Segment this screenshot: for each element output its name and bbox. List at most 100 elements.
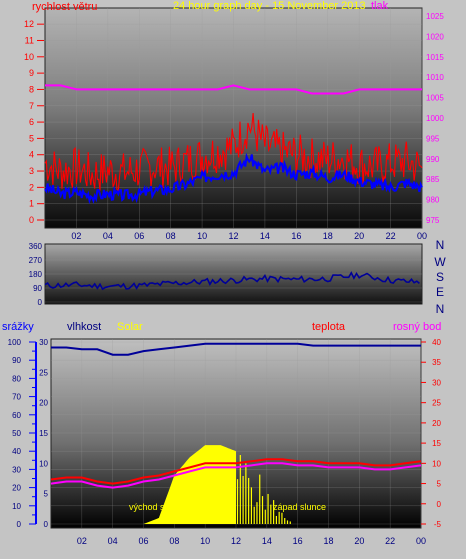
direction-tick-label: 360 bbox=[29, 242, 43, 251]
wind-x-tick-label: 10 bbox=[197, 231, 207, 241]
temperature-tick-label: 10 bbox=[432, 459, 441, 468]
wind-x-tick-label: 04 bbox=[103, 231, 113, 241]
temperature-x-tick-label: 14 bbox=[262, 536, 272, 546]
pressure-tick-label: 980 bbox=[426, 196, 440, 205]
rain-axis-title: srážky bbox=[2, 321, 34, 333]
wind-tick-label: 12 bbox=[24, 19, 34, 29]
graph-title: 24 hour graph day - 15 November 2013 bbox=[173, 0, 366, 12]
wind-direction-line bbox=[44, 271, 420, 291]
axis-ticks: 0123456789101112975980985990995100010051… bbox=[8, 12, 445, 546]
wind-tick-label: 3 bbox=[29, 166, 34, 176]
wind-x-tick-label: 00 bbox=[417, 231, 427, 241]
temperature-tick-label: 40 bbox=[432, 338, 441, 347]
wind-average-line bbox=[44, 152, 423, 205]
temperature-x-tick-label: 20 bbox=[354, 536, 364, 546]
pressure-tick-label: 975 bbox=[426, 216, 440, 225]
wind-x-tick-label: 20 bbox=[354, 231, 364, 241]
pressure-tick-label: 1005 bbox=[426, 94, 444, 103]
temperature-tick-label: 30 bbox=[432, 378, 441, 387]
temperature-tick-label: 25 bbox=[432, 399, 441, 408]
direction-tick-label: 90 bbox=[33, 284, 42, 293]
wind-tick-label: 4 bbox=[29, 150, 34, 160]
direction-tick-label: 270 bbox=[29, 256, 43, 265]
wind-tick-label: 6 bbox=[29, 117, 34, 127]
pressure-tick-label: 985 bbox=[426, 175, 440, 184]
temperature-tick-label: 5 bbox=[437, 480, 442, 489]
dewpoint-axis-title: rosný bod bbox=[393, 321, 441, 333]
temperature-tick-label: 15 bbox=[432, 439, 441, 448]
humidity-tick-label: 90 bbox=[12, 356, 21, 365]
humidity-tick-label: 40 bbox=[12, 447, 21, 456]
temperature-tick-label: 35 bbox=[432, 358, 441, 367]
wind-tick-label: 9 bbox=[29, 68, 34, 78]
wind-tick-label: 2 bbox=[29, 182, 34, 192]
temperature-x-tick-label: 16 bbox=[293, 536, 303, 546]
pressure-tick-label: 995 bbox=[426, 134, 440, 143]
wind-x-tick-label: 18 bbox=[323, 231, 333, 241]
pressure-tick-label: 1000 bbox=[426, 114, 444, 123]
humidity-tick-label: 100 bbox=[8, 338, 22, 347]
pressure-line bbox=[45, 84, 422, 95]
direction-tick-label: 0 bbox=[38, 298, 43, 307]
wind-tick-label: 1 bbox=[29, 199, 34, 209]
humidity-tick-label: 30 bbox=[12, 465, 21, 474]
temperature-x-tick-label: 08 bbox=[169, 536, 179, 546]
temperature-x-tick-label: 06 bbox=[138, 536, 148, 546]
humidity-axis-title: vlhkost bbox=[67, 321, 101, 333]
solar-area bbox=[51, 445, 236, 524]
wind-tick-label: 11 bbox=[25, 35, 34, 45]
humidity-tick-label: 10 bbox=[12, 502, 21, 511]
temperature-tick-label: -5 bbox=[434, 520, 442, 529]
solar-tick-label: 15 bbox=[39, 429, 48, 438]
pressure-tick-label: 1025 bbox=[426, 12, 444, 21]
solar-tick-label: 5 bbox=[44, 490, 49, 499]
direction-tick-label: 180 bbox=[29, 270, 43, 279]
wind-x-tick-label: 22 bbox=[386, 231, 396, 241]
temperature-tick-label: 20 bbox=[432, 419, 441, 428]
humidity-tick-label: 20 bbox=[12, 484, 21, 493]
humidity-tick-label: 50 bbox=[12, 429, 21, 438]
sunset-label: západ slunce bbox=[273, 502, 326, 512]
direction-grid bbox=[45, 245, 422, 303]
solar-axis-title: Solar bbox=[117, 321, 143, 333]
humidity-tick-label: 70 bbox=[12, 393, 21, 402]
humidity-tick-label: 80 bbox=[12, 374, 21, 383]
dewpoint-line bbox=[50, 462, 422, 489]
pressure-tick-label: 1020 bbox=[426, 32, 444, 41]
pressure-axis-title: tlak bbox=[371, 0, 389, 12]
temperature-axis-title: teplota bbox=[312, 321, 346, 333]
compass-s: S bbox=[436, 270, 444, 284]
wind-axis-title: rychlost větru bbox=[32, 1, 97, 13]
temperature-x-tick-label: 12 bbox=[231, 536, 241, 546]
temperature-x-tick-label: 18 bbox=[323, 536, 333, 546]
humidity-tick-label: 60 bbox=[12, 411, 21, 420]
pressure-tick-label: 1015 bbox=[426, 53, 444, 62]
humidity-tick-label: 0 bbox=[17, 520, 22, 529]
solar-tick-label: 20 bbox=[39, 399, 48, 408]
solar-tick-label: 25 bbox=[39, 368, 48, 377]
compass-w: W bbox=[434, 255, 446, 269]
pressure-tick-label: 1010 bbox=[426, 73, 444, 82]
compass-n-top: N bbox=[436, 238, 445, 252]
wind-tick-label: 5 bbox=[29, 133, 34, 143]
temperature-tick-label: 0 bbox=[437, 500, 442, 509]
chart-marks bbox=[44, 84, 423, 524]
wind-x-tick-label: 16 bbox=[291, 231, 301, 241]
pressure-tick-label: 990 bbox=[426, 155, 440, 164]
wind-tick-label: 10 bbox=[24, 52, 34, 62]
humidity-line bbox=[51, 342, 421, 356]
solar-tick-label: 30 bbox=[39, 338, 48, 347]
wind-tick-label: 7 bbox=[29, 101, 34, 111]
temperature-x-tick-label: 10 bbox=[200, 536, 210, 546]
sunrise-label: východ slunce bbox=[129, 502, 186, 512]
compass-e: E bbox=[436, 285, 444, 299]
solar-tick-label: 0 bbox=[44, 520, 49, 529]
wind-x-tick-label: 12 bbox=[228, 231, 238, 241]
temperature-line bbox=[50, 458, 422, 485]
compass-n-bottom: N bbox=[436, 302, 445, 316]
solar-tick-label: 10 bbox=[39, 459, 48, 468]
wind-tick-label: 8 bbox=[29, 84, 34, 94]
temperature-x-tick-label: 02 bbox=[77, 536, 87, 546]
